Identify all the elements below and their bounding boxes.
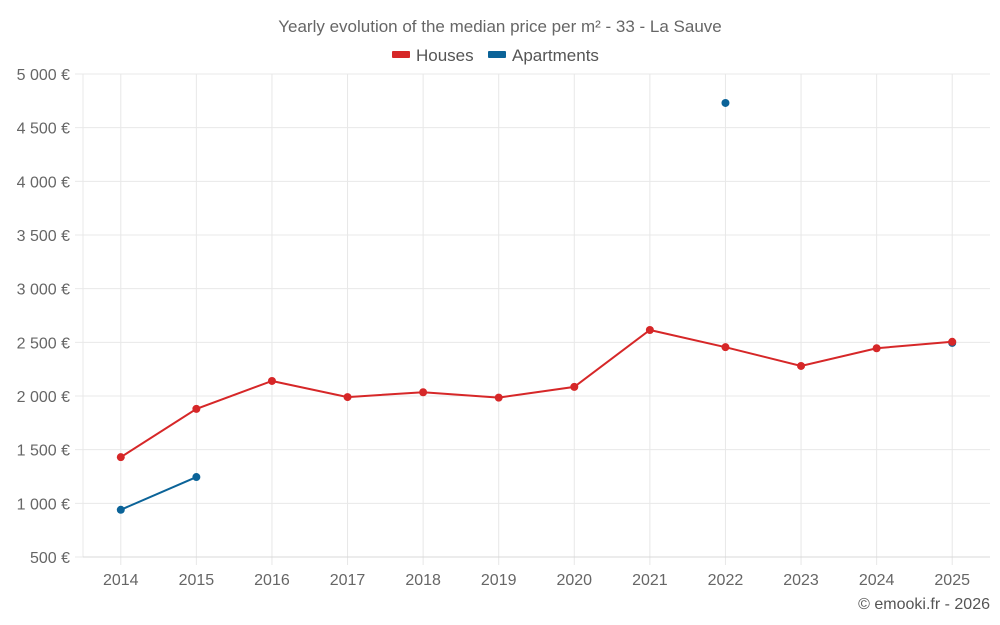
y-axis-ticks: 500 € 1 000 € 1 500 € 2 000 € 2 500 € 3 000 €…	[17, 67, 83, 567]
y-gridlines	[83, 73, 990, 504]
x-tick-label: 2020	[556, 572, 592, 589]
x-tick-label: 2015	[179, 572, 215, 589]
data-point-houses-2020[interactable]	[570, 382, 579, 391]
x-tick-label: 2014	[103, 572, 139, 589]
y-tick-label: 3 000 €	[17, 282, 70, 299]
legend-swatch-houses	[392, 51, 410, 58]
data-point-houses-2021[interactable]	[645, 325, 654, 334]
series-houses	[116, 325, 957, 462]
legend-label-houses: Houses	[416, 46, 474, 65]
y-tick-label: 2 500 €	[17, 335, 70, 352]
x-axis-ticks: 2014 2015 2016 2017 2018 2019 2020 2021 2022 2023…	[103, 572, 970, 589]
x-tick-label: 2018	[405, 572, 441, 589]
y-tick-label: 500 €	[30, 550, 70, 567]
data-point-houses-2018[interactable]	[419, 388, 428, 397]
data-point-houses-2015[interactable]	[192, 404, 201, 413]
legend-label-apartments: Apartments	[512, 46, 599, 65]
legend-item-apartments[interactable]: Apartments	[488, 46, 599, 65]
legend: Houses Apartments	[392, 46, 599, 65]
data-point-houses-2014[interactable]	[116, 453, 125, 462]
legend-item-houses[interactable]: Houses	[392, 46, 474, 65]
series-apartments	[116, 98, 957, 514]
x-tick-label: 2024	[859, 572, 895, 589]
data-point-houses-2022[interactable]	[721, 343, 730, 352]
x-tick-label: 2017	[330, 572, 366, 589]
series-layer	[116, 98, 957, 514]
data-point-houses-2025[interactable]	[948, 337, 957, 346]
x-tick-label: 2019	[481, 572, 517, 589]
x-gridlines	[82, 74, 953, 565]
y-tick-label: 4 000 €	[17, 174, 70, 191]
y-tick-label: 1 000 €	[17, 496, 70, 513]
y-tick-label: 4 500 €	[17, 121, 70, 138]
credit-text: © emooki.fr - 2026	[858, 596, 990, 613]
data-point-houses-2019[interactable]	[494, 393, 503, 402]
x-tick-label: 2022	[708, 572, 744, 589]
legend-swatch-apartments	[488, 51, 506, 58]
data-point-apartments-2022[interactable]	[721, 98, 730, 107]
data-point-houses-2017[interactable]	[343, 393, 352, 402]
x-tick-label: 2023	[783, 572, 819, 589]
y-tick-label: 3 500 €	[17, 228, 70, 245]
data-point-apartments-2015[interactable]	[192, 473, 201, 482]
series-line-apartments	[120, 476, 197, 511]
y-tick-label: 1 500 €	[17, 443, 70, 460]
data-point-houses-2016[interactable]	[267, 376, 276, 385]
x-tick-label: 2021	[632, 572, 668, 589]
data-point-houses-2023[interactable]	[797, 361, 806, 370]
series-line-houses	[120, 328, 953, 459]
y-tick-label: 5 000 €	[17, 67, 70, 84]
data-point-apartments-2014[interactable]	[116, 505, 125, 514]
x-tick-label: 2016	[254, 572, 290, 589]
y-tick-label: 2 000 €	[17, 389, 70, 406]
chart-title: Yearly evolution of the median price per…	[278, 17, 722, 36]
x-tick-label: 2025	[934, 572, 970, 589]
data-point-houses-2024[interactable]	[872, 344, 881, 353]
